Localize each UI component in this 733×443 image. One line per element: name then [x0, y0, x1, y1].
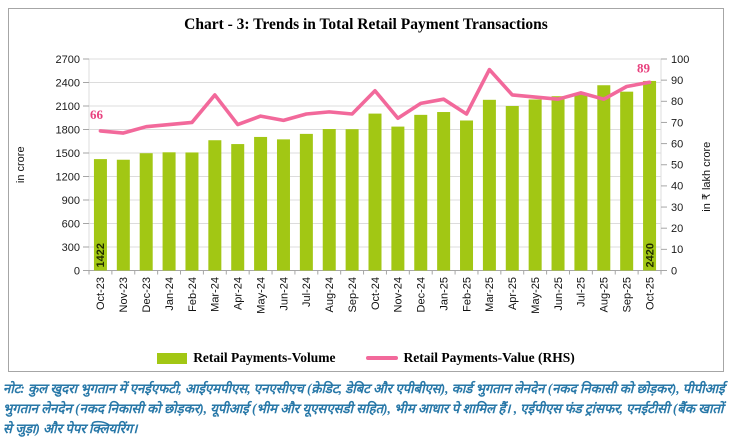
bar-Jul-24 [299, 133, 313, 271]
x-axis-label: Nov-23 [118, 277, 130, 312]
bar-Feb-24 [185, 152, 199, 271]
chart-title: Chart - 3: Trends in Total Retail Paymen… [184, 16, 548, 33]
bar-Jun-25 [551, 96, 565, 271]
x-axis-label: Oct-24 [370, 277, 382, 310]
value-swatch-icon [365, 356, 398, 360]
chart-frame: Chart - 3: Trends in Total Retail Paymen… [8, 8, 724, 372]
left-axis-tick-label: 2400 [56, 77, 80, 89]
bar-Jan-24 [162, 152, 176, 271]
left-axis-tick-label: 1500 [56, 148, 80, 160]
right-axis-tick-label: 70 [671, 117, 683, 129]
x-axis-label: Aug-24 [324, 277, 336, 312]
left-axis-tick-label: 1800 [56, 124, 80, 136]
legend-item-volume: Retail Payments-Volume [157, 350, 336, 366]
bar-Aug-24 [322, 129, 336, 271]
right-axis-tick-label: 0 [671, 265, 677, 277]
volume-swatch-icon [157, 352, 188, 364]
legend-label-volume: Retail Payments-Volume [193, 350, 336, 365]
bar-Dec-24 [414, 114, 428, 271]
bar-Mar-25 [482, 99, 496, 271]
chart-canvas: 0 300 600 900 1200 1500 1800 2100 2400 2700 0 10 20 3… [15, 54, 713, 314]
x-axis-label: Jun-25 [553, 277, 565, 311]
bar-Dec-23 [139, 153, 153, 271]
left-axis-tick-label: 1200 [56, 171, 80, 183]
value-line [98, 67, 652, 135]
bar-May-24 [254, 136, 268, 271]
bar-value-label: 2420 [644, 243, 656, 267]
right-axis-tick-label: 50 [671, 160, 683, 172]
bar-Oct-24 [368, 113, 382, 271]
bar-May-25 [528, 99, 542, 271]
bar-Jan-25 [437, 112, 451, 271]
bar-Apr-25 [505, 106, 519, 271]
line-last-value-label: 89 [637, 60, 651, 75]
x-axis-label: Apr-24 [233, 277, 245, 310]
x-axis-label: Dec-24 [416, 277, 428, 312]
x-axis-label: Feb-24 [187, 277, 199, 312]
bar-Jul-25 [574, 94, 588, 271]
bar-Nov-23 [116, 159, 130, 271]
chart-legend: Retail Payments-Volume Retail Payments-V… [9, 350, 723, 366]
left-axis-tick-label: 600 [62, 218, 80, 230]
bar-Sep-25 [620, 91, 634, 271]
right-axis-tick-label: 90 [671, 75, 683, 87]
bar-Aug-25 [597, 85, 611, 271]
bar-Nov-24 [391, 126, 405, 271]
left-axis-tick-label: 300 [62, 242, 80, 254]
left-axis-tick-label: 900 [62, 195, 80, 207]
x-axis-label: Apr-25 [507, 277, 519, 310]
left-axis-tick-label: 0 [74, 265, 80, 277]
bar-Oct-23 [93, 159, 107, 271]
x-axis-label: Oct-23 [95, 277, 107, 310]
x-axis-label: Dec-23 [141, 277, 153, 312]
x-axis-label: Feb-25 [461, 277, 473, 312]
bar-Mar-24 [208, 140, 222, 271]
right-axis-tick-label: 20 [671, 223, 683, 235]
legend-label-value: Retail Payments-Value (RHS) [403, 350, 575, 365]
right-axis-tick-label: 30 [671, 202, 683, 214]
right-axis-tick-label: 100 [671, 54, 689, 66]
bar-value-label: 1422 [95, 243, 107, 267]
bar-Apr-24 [231, 144, 245, 271]
x-axis-label: Jul-24 [301, 277, 313, 307]
x-axis-label: May-24 [255, 277, 267, 314]
right-axis-tick-label: 60 [671, 138, 683, 150]
bar-Jun-24 [276, 139, 290, 271]
footnote: नोट: कुल खुदरा भुगतान में एनईएफटी, आईएमप… [3, 381, 725, 436]
bar-Oct-25 [643, 80, 657, 271]
left-axis-title: in crore [15, 146, 27, 183]
right-axis-title: in ₹ lakh crore [701, 142, 713, 212]
legend-item-value: Retail Payments-Value (RHS) [365, 350, 575, 366]
line-first-value-label: 66 [90, 107, 104, 122]
x-axis-label: Oct-25 [644, 277, 656, 310]
bar-Sep-24 [345, 129, 359, 271]
right-axis-tick-label: 40 [671, 181, 683, 193]
x-axis-label: Mar-24 [210, 277, 222, 312]
left-axis-tick-label: 2700 [56, 54, 80, 66]
x-axis-label: Aug-25 [599, 277, 611, 312]
x-axis-label: Jan-24 [164, 277, 176, 311]
x-axis-label: Jan-25 [438, 277, 450, 311]
x-axis-label: Sep-24 [347, 277, 359, 312]
x-axis-label: Mar-25 [484, 277, 496, 312]
x-axis-label: Sep-25 [621, 277, 633, 312]
bar-Feb-25 [460, 120, 474, 271]
x-axis-label: Nov-24 [393, 277, 405, 312]
right-axis-tick-label: 80 [671, 96, 683, 108]
x-axis-label: Jun-24 [278, 277, 290, 311]
x-axis-label: Jul-25 [576, 277, 588, 307]
x-axis-label: May-25 [530, 277, 542, 314]
right-axis-tick-label: 10 [671, 244, 683, 256]
left-axis-tick-label: 2100 [56, 101, 80, 113]
